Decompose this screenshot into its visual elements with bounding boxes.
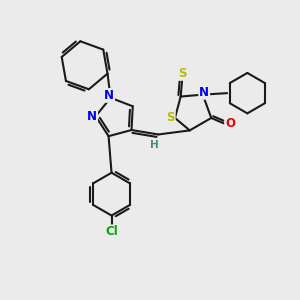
Text: S: S [166,112,175,124]
Text: Cl: Cl [105,225,118,239]
Text: N: N [87,110,97,123]
Text: H: H [150,140,159,150]
Text: N: N [104,89,114,102]
Text: N: N [199,86,209,99]
Text: O: O [225,117,235,130]
Text: S: S [178,67,186,80]
